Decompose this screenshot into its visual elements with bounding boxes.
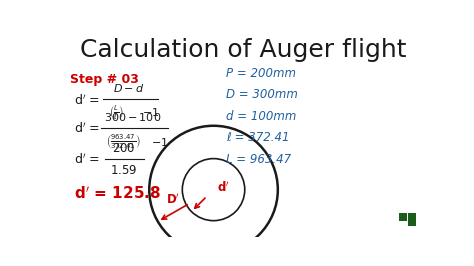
- Text: $D-d$: $D-d$: [113, 82, 145, 94]
- Text: d = 100mm: d = 100mm: [227, 110, 297, 123]
- Bar: [399, 213, 407, 221]
- Text: d$'$ =: d$'$ =: [74, 93, 101, 108]
- Text: d$'$ =: d$'$ =: [74, 153, 101, 167]
- Text: Calculation of Auger flight: Calculation of Auger flight: [80, 38, 406, 62]
- Text: P = 200mm: P = 200mm: [227, 67, 296, 80]
- Text: D$'$: D$'$: [166, 193, 181, 207]
- Text: $\left(\frac{L}{\ell}\right)$: $\left(\frac{L}{\ell}\right)$: [109, 104, 124, 122]
- Text: Step # 03: Step # 03: [70, 73, 139, 86]
- Text: $300-100$: $300-100$: [104, 111, 162, 123]
- Text: $-1$: $-1$: [142, 106, 159, 118]
- Text: D = 300mm: D = 300mm: [227, 88, 298, 101]
- Bar: [408, 213, 417, 221]
- Text: L = 963.47: L = 963.47: [227, 153, 292, 166]
- Bar: [408, 218, 417, 227]
- Text: d$'$ =: d$'$ =: [74, 122, 101, 136]
- Text: $200$: $200$: [112, 142, 135, 155]
- Text: $-1$: $-1$: [151, 136, 168, 148]
- Text: d$'$ = 125.8: d$'$ = 125.8: [74, 185, 161, 202]
- Text: $1.59$: $1.59$: [110, 164, 137, 177]
- Text: d$'$: d$'$: [217, 181, 230, 195]
- Text: $\left(\frac{963.47}{372.41}\right)$: $\left(\frac{963.47}{372.41}\right)$: [106, 133, 141, 151]
- Text: ℓ = 372.41: ℓ = 372.41: [227, 131, 290, 144]
